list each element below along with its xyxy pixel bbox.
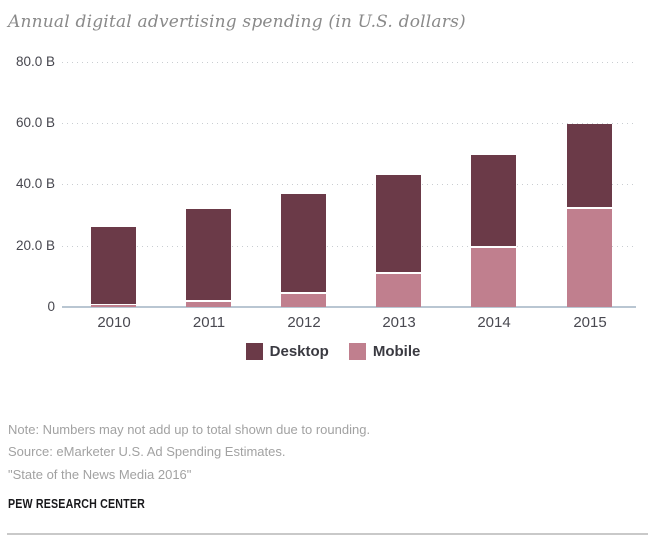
gridline-80 [62,62,636,63]
segment-divider-2010 [91,304,136,305]
y-tick-label-20: 20.0 B [15,238,55,253]
segment-mobile-2012 [281,294,326,307]
bar-2015 [567,124,612,307]
bar-2013 [376,175,421,307]
x-tick-label-2012: 2012 [287,314,321,331]
gridline-40 [62,184,636,185]
pew-research-center-wordmark: PEW RESEARCH CENTER [8,496,145,511]
gridline-60 [62,123,636,124]
segment-divider-2013 [376,272,421,274]
segment-mobile-2014 [471,248,516,307]
x-tick-label-2011: 2011 [192,314,226,331]
footnotes: Note: Numbers may not add up to total sh… [8,419,370,486]
segment-divider-2014 [471,246,516,248]
bar-2012 [281,194,326,307]
bottom-divider-line [7,533,648,535]
y-tick-label-80: 80.0 B [15,54,55,69]
bar-2011 [186,209,231,307]
segment-mobile-2011 [186,302,231,307]
bar-2010 [91,227,136,307]
segment-divider-2011 [186,300,231,302]
x-tick-label-2015: 2015 [573,314,607,331]
segment-mobile-2015 [567,209,612,307]
segment-desktop-2013 [376,175,421,272]
segment-desktop-2015 [567,124,612,207]
legend-swatch-mobile [348,343,366,360]
chart-title: Annual digital advertising spending (in … [8,12,466,32]
footnote-report: "State of the News Media 2016" [8,466,192,482]
segment-desktop-2012 [281,194,326,292]
segment-desktop-2014 [471,155,516,246]
legend-swatch-desktop [245,343,263,360]
gridline-20 [62,246,636,247]
legend-label-desktop: Desktop [269,343,329,360]
legend-item-desktop: Desktop [245,343,329,360]
x-tick-label-2013: 2013 [382,314,416,331]
bar-2014 [471,155,516,307]
y-tick-label-0: 0 [47,299,55,314]
segment-mobile-2010 [91,305,136,307]
segment-mobile-2013 [376,274,421,307]
segment-desktop-2010 [91,227,136,304]
footnote-source: Source: eMarketer U.S. Ad Spending Estim… [8,444,286,460]
segment-divider-2015 [567,207,612,209]
legend-label-mobile: Mobile [372,343,421,360]
x-axis-line [62,306,636,308]
legend: Desktop Mobile [0,343,666,360]
x-tick-label-2014: 2014 [477,314,511,331]
segment-desktop-2011 [186,209,231,300]
segment-divider-2012 [281,292,326,294]
y-tick-label-60: 60.0 B [15,115,55,130]
legend-item-mobile: Mobile [348,343,421,360]
y-tick-label-40: 40.0 B [15,176,55,191]
x-tick-label-2010: 2010 [97,314,131,331]
footnote-rounding: Note: Numbers may not add up to total sh… [8,422,371,437]
